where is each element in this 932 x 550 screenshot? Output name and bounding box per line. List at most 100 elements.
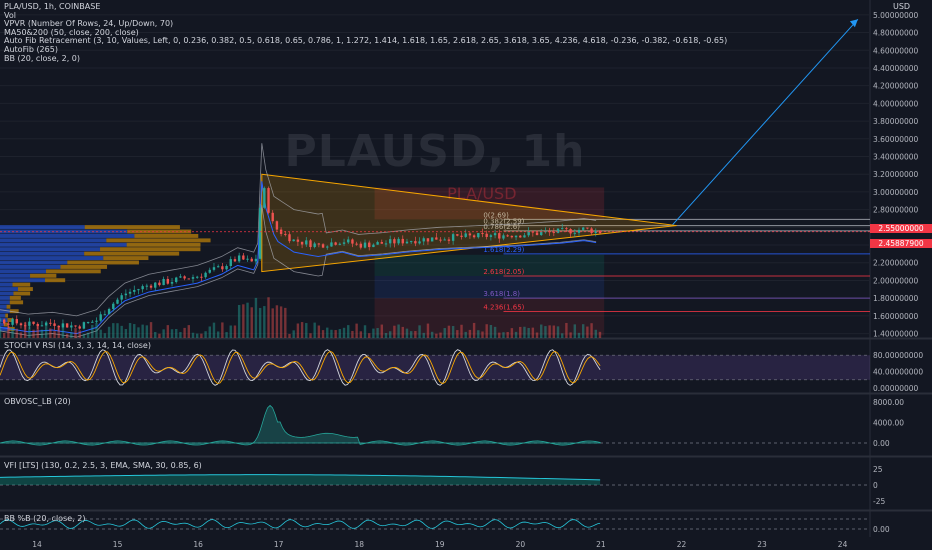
volume-bar	[296, 323, 300, 338]
volume-bar	[569, 332, 572, 338]
volume-bar	[447, 325, 451, 338]
x-tick-label: 15	[113, 540, 123, 549]
candle-body	[586, 227, 589, 229]
candle-body	[498, 233, 501, 239]
vpvr-bar-down	[12, 282, 31, 287]
candle-body	[15, 319, 18, 324]
obv-osc-label[interactable]: OBVOSC_LB (20)	[4, 397, 71, 406]
vpvr-bar-down	[84, 251, 180, 256]
volume-bar	[586, 326, 589, 338]
candle-body	[19, 323, 23, 326]
vfi-tick: 0	[873, 481, 878, 490]
candle-body	[229, 259, 232, 266]
y-tick-label: 3.20000000	[873, 170, 919, 179]
vpvr-bar-up	[0, 300, 10, 305]
candle-body	[208, 269, 211, 273]
volume-bar	[498, 332, 501, 338]
candle-body	[384, 243, 388, 245]
volume-bar	[485, 324, 488, 338]
inner-watermark: PLA/USD	[447, 184, 516, 203]
indicator-auto-fib[interactable]: Auto Fib Retracement (3, 10, Values, Lef…	[4, 36, 728, 46]
candle-body	[124, 293, 128, 296]
volume-bar	[468, 329, 472, 338]
candle-body	[489, 235, 493, 237]
candle-body	[573, 232, 576, 234]
candle-body	[527, 231, 530, 236]
y-tick-label: 4.60000000	[873, 46, 919, 55]
indicator-vpvr[interactable]: VPVR (Number Of Rows, 24, Up/Down, 70)	[4, 19, 174, 29]
volume-bar	[305, 323, 308, 338]
candle-body	[271, 212, 274, 222]
volume-bar	[426, 323, 430, 338]
volume-bar	[179, 332, 182, 338]
candle-body	[418, 241, 421, 244]
volume-bar	[388, 331, 392, 338]
candle-body	[11, 319, 14, 325]
volume-bar	[103, 333, 107, 338]
candle-body	[388, 239, 392, 244]
vpvr-bar-down	[9, 295, 21, 300]
vpvr-bar-up	[0, 229, 128, 234]
y-tick-label: 2.20000000	[873, 259, 919, 268]
indicator-vol[interactable]: Vol	[4, 10, 16, 20]
vpvr-bar-up	[0, 233, 135, 238]
candle-body	[7, 323, 10, 325]
volume-bar	[439, 332, 442, 338]
volume-bar	[40, 329, 44, 338]
candle-body	[162, 278, 165, 286]
volume-bar	[590, 323, 593, 338]
x-tick-label: 24	[838, 540, 848, 549]
x-tick-label: 17	[274, 540, 284, 549]
y-tick-label: 4.20000000	[873, 82, 919, 91]
candle-body	[288, 234, 291, 242]
volume-bar	[309, 333, 312, 338]
candle-body	[204, 272, 207, 278]
volume-bar	[300, 322, 304, 338]
vpvr-bar-down	[17, 287, 33, 292]
stoch-tick: 40.00000000	[873, 368, 923, 377]
volume-bar	[175, 328, 178, 338]
indicator-bb[interactable]: BB (20, close, 2, 0)	[4, 53, 80, 63]
bb-tick: 0.00	[873, 525, 890, 534]
volume-bar	[82, 333, 86, 338]
vpvr-bar-up	[0, 287, 18, 292]
x-tick-label: 19	[435, 540, 445, 549]
candle-body	[321, 244, 325, 248]
x-tick-label: 23	[757, 540, 767, 549]
indicator-ma[interactable]: MA50&200 (50, close, 200, close)	[4, 27, 139, 37]
candle-body	[481, 233, 484, 235]
vfi-label[interactable]: VFI [LTS] (130, 0.2, 2.5, 3, EMA, SMA, 3…	[4, 461, 202, 470]
bb-percent-label[interactable]: BB %B (20, close, 2)	[4, 514, 86, 523]
candle-body	[116, 299, 119, 304]
candle-body	[120, 295, 123, 300]
symbol-title[interactable]: PLA/USD, 1h, COINBASE	[4, 2, 101, 11]
volume-bar	[263, 306, 266, 338]
vpvr-bar-up	[0, 238, 107, 243]
candle-body	[128, 291, 132, 294]
candle-body	[342, 242, 346, 244]
candle-body	[456, 234, 459, 236]
stoch-rsi-label[interactable]: STOCH V RSI (14, 3, 3, 14, 14, close)	[4, 341, 151, 350]
vpvr-bar-down	[3, 322, 8, 327]
volume-bar	[317, 325, 321, 338]
volume-bar	[91, 324, 94, 338]
candle-body	[363, 242, 367, 248]
candle-body	[112, 303, 115, 309]
candle-body	[32, 321, 35, 324]
candle-body	[221, 266, 224, 270]
volume-bar	[65, 333, 69, 338]
volume-bar	[556, 326, 560, 338]
volume-bar	[472, 322, 476, 338]
candle-body	[170, 282, 174, 284]
candle-body	[577, 229, 581, 233]
candle-body	[292, 239, 295, 242]
volume-bar	[326, 327, 329, 338]
volume-bar	[397, 324, 400, 338]
volume-bar	[384, 332, 388, 338]
volume-bar	[78, 330, 81, 338]
candle-body	[581, 227, 585, 230]
candle-body	[254, 258, 258, 262]
indicator-autofib[interactable]: AutoFib (265)	[4, 44, 58, 54]
candle-body	[464, 233, 467, 237]
